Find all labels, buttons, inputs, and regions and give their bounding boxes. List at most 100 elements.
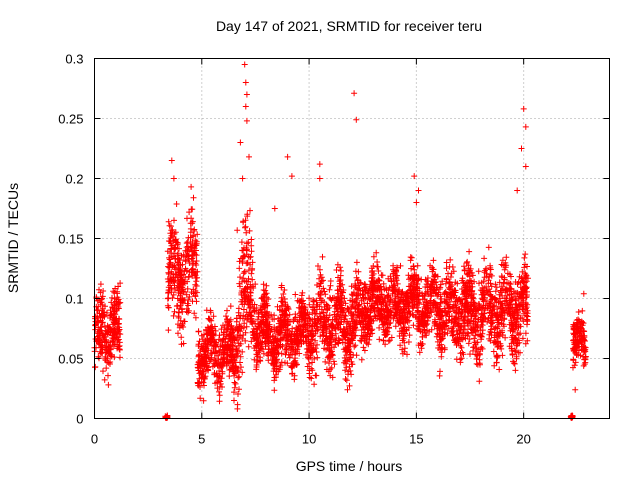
data-point <box>304 363 311 370</box>
data-point <box>208 350 215 356</box>
data-point <box>292 311 299 318</box>
data-point <box>196 338 203 345</box>
data-point <box>265 340 272 347</box>
data-point <box>247 281 254 288</box>
data-point <box>189 218 196 225</box>
data-point <box>239 335 246 342</box>
data-point <box>92 363 99 370</box>
data-point <box>105 359 112 366</box>
data-point <box>258 309 265 316</box>
data-point <box>171 217 177 224</box>
data-point <box>220 336 227 343</box>
data-point <box>248 338 255 345</box>
data-point <box>249 265 256 272</box>
data-point <box>232 380 239 387</box>
x-tick-label: 5 <box>198 432 205 447</box>
data-point <box>314 354 321 361</box>
data-point <box>280 321 287 328</box>
data-point <box>263 282 270 289</box>
data-point <box>273 358 279 365</box>
data-point <box>236 386 242 393</box>
data-point <box>216 392 223 399</box>
data-point <box>255 313 262 320</box>
data-point <box>216 368 223 374</box>
data-point <box>237 283 243 290</box>
data-point <box>205 347 212 354</box>
data-point <box>248 248 255 255</box>
data-point <box>231 379 238 386</box>
data-point <box>197 395 204 402</box>
data-point <box>259 346 266 353</box>
data-point <box>175 250 181 257</box>
data-point <box>231 372 238 379</box>
data-point <box>168 157 175 164</box>
data-point <box>182 257 189 264</box>
data-point <box>342 312 349 319</box>
data-point <box>315 263 321 269</box>
data-point <box>110 288 117 295</box>
data-point <box>206 315 213 322</box>
data-point <box>176 245 182 252</box>
data-point <box>190 194 197 201</box>
data-point <box>99 302 106 308</box>
x-axis-label: GPS time / hours <box>296 458 403 474</box>
y-axis-label: SRMTID / TECUs <box>5 183 21 293</box>
data-point <box>216 374 223 380</box>
y-tick-label: 0.1 <box>65 292 83 307</box>
data-point <box>239 278 245 285</box>
data-point <box>110 314 117 321</box>
data-point <box>333 267 340 273</box>
data-point <box>279 298 286 305</box>
data-point <box>199 368 206 375</box>
data-point <box>231 397 237 404</box>
data-point <box>97 281 104 288</box>
data-point <box>186 293 193 300</box>
data-point <box>234 332 241 338</box>
data-point <box>165 284 172 291</box>
data-point <box>113 298 119 305</box>
data-point <box>298 298 305 305</box>
data-point <box>259 339 266 346</box>
data-point <box>200 397 207 404</box>
data-point <box>191 250 198 257</box>
data-point <box>192 242 199 249</box>
data-point <box>268 338 275 345</box>
data-point <box>238 298 245 305</box>
data-point <box>240 306 247 313</box>
data-point <box>117 299 124 306</box>
data-point <box>201 382 207 389</box>
data-point <box>256 348 263 355</box>
data-point <box>253 357 260 364</box>
data-point <box>248 319 255 326</box>
data-point <box>103 336 109 343</box>
data-point <box>220 329 227 336</box>
data-point <box>296 317 303 323</box>
data-point <box>225 332 232 339</box>
data-point <box>298 337 305 344</box>
data-point <box>167 230 174 237</box>
data-point <box>271 377 278 384</box>
data-point <box>216 388 222 395</box>
data-point <box>283 305 290 312</box>
data-point <box>188 215 195 222</box>
data-point <box>282 351 289 358</box>
data-point <box>97 350 104 357</box>
data-point <box>228 337 235 343</box>
data-point <box>245 239 252 246</box>
data-point <box>231 384 238 391</box>
data-point <box>328 364 335 371</box>
data-point <box>260 287 267 293</box>
data-point <box>306 360 313 367</box>
data-point <box>95 340 102 347</box>
data-point <box>175 255 182 262</box>
data-point <box>229 327 236 334</box>
data-point <box>168 285 175 291</box>
data-point <box>171 230 178 237</box>
data-point <box>196 375 203 382</box>
data-point <box>227 331 233 338</box>
data-point <box>272 347 279 354</box>
data-point <box>200 358 207 365</box>
data-point <box>248 284 255 291</box>
data-point <box>234 347 241 354</box>
data-point <box>243 117 250 124</box>
